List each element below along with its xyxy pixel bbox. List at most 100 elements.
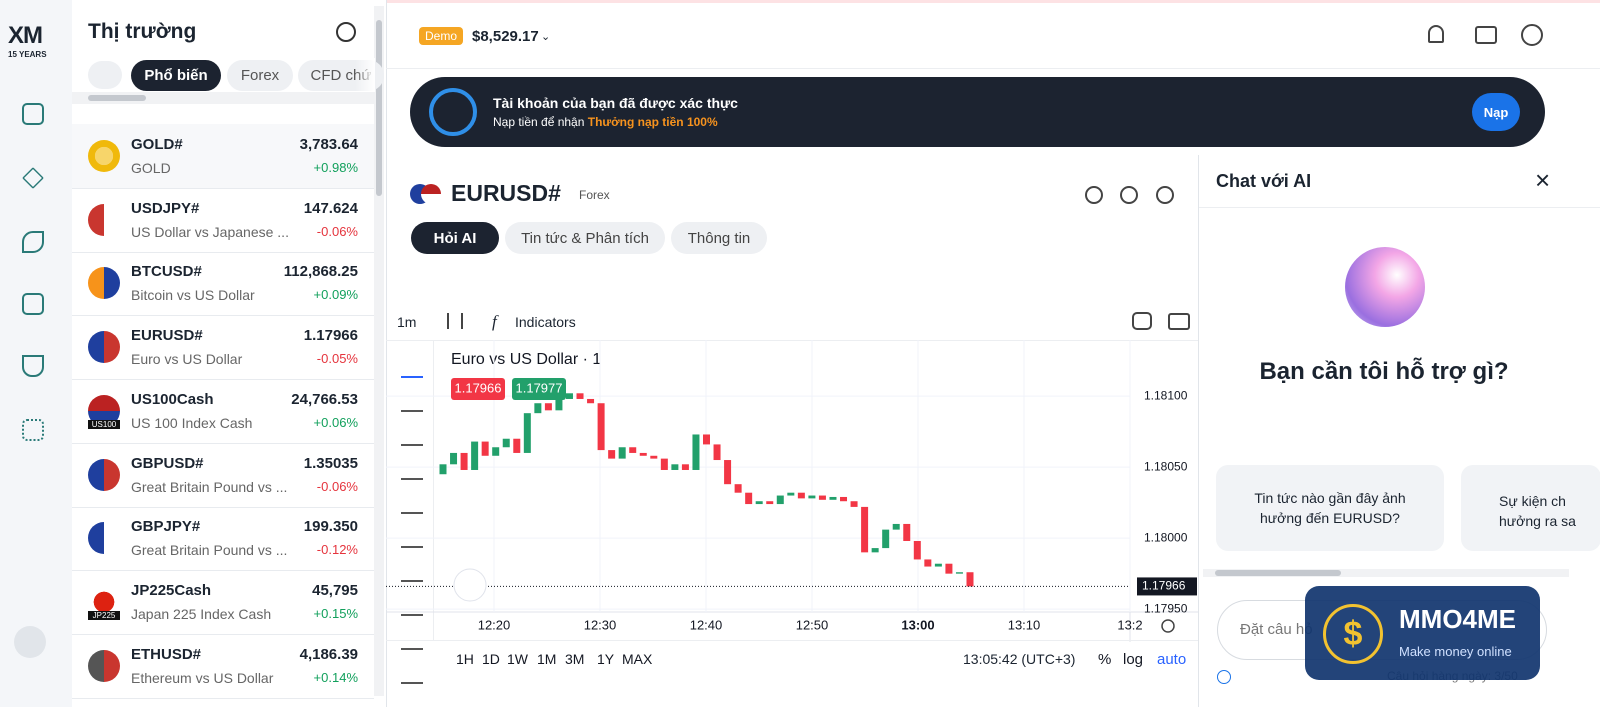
- support-button[interactable]: [14, 626, 46, 658]
- range-button[interactable]: MAX: [622, 651, 653, 667]
- market-row[interactable]: GBPJPY# Great Britain Pound vs ... 199.350…: [72, 506, 374, 572]
- drawing-tool[interactable]: [401, 596, 423, 616]
- wallet-icon[interactable]: [1475, 26, 1497, 44]
- market-row[interactable]: JP225 JP225Cash Japan 225 Index Cash 45,795…: [72, 570, 374, 635]
- candle-body: [534, 403, 542, 414]
- ai-question: Bạn cần tôi hỗ trợ gì?: [1259, 358, 1509, 385]
- candle-body: [523, 413, 531, 453]
- market-row[interactable]: EURUSD# Euro vs US Dollar 1.17966 -0.05%: [72, 315, 374, 381]
- market-row[interactable]: BTCUSD# Bitcoin vs US Dollar 112,868.25 +0.…: [72, 251, 374, 317]
- candle-body: [840, 496, 848, 502]
- drawing-tool[interactable]: [401, 426, 423, 446]
- banner-text: Nạp tiền để nhận Thưởng nạp tiền 100%: [493, 115, 718, 129]
- nav-rail: XM 15 YEARS: [0, 0, 72, 707]
- tab-scrollbar: [72, 92, 374, 104]
- nav-apps[interactable]: [22, 419, 44, 441]
- market-row[interactable]: GBPUSD# Great Britain Pound vs ... 1.35035…: [72, 443, 374, 508]
- watermark-logo: $: [1323, 604, 1383, 664]
- list-scrollbar: [374, 6, 384, 696]
- candle-type-icon[interactable]: [447, 313, 463, 329]
- instrument-tab[interactable]: Tin tức & Phân tích: [505, 222, 665, 254]
- candle-body: [660, 458, 668, 470]
- nav-copy[interactable]: [22, 293, 44, 315]
- help-icon[interactable]: [1217, 670, 1231, 684]
- scale-option[interactable]: log: [1123, 651, 1144, 668]
- range-button[interactable]: 1Y: [597, 651, 615, 667]
- search-icon[interactable]: [336, 22, 356, 42]
- y-tick-label: 1.17950: [1144, 601, 1188, 615]
- range-button[interactable]: 1M: [537, 651, 557, 667]
- indicators-button[interactable]: Indicators: [515, 314, 576, 330]
- x-tick-label: 12:40: [690, 617, 723, 632]
- profile-icon[interactable]: [1521, 24, 1543, 46]
- market-change: -0.06%: [316, 223, 358, 239]
- candle-body: [913, 540, 921, 560]
- range-button[interactable]: 1D: [482, 651, 500, 667]
- drawing-tool[interactable]: [401, 528, 423, 548]
- market-change: +0.14%: [313, 669, 358, 685]
- instrument-tab[interactable]: Thông tin: [671, 222, 767, 254]
- market-row[interactable]: ETHUSD# Ethereum vs US Dollar 4,186.39 +0.1…: [72, 634, 374, 699]
- bell-icon[interactable]: [1428, 25, 1444, 43]
- candle-body: [766, 501, 774, 505]
- ai-close[interactable]: ×: [1535, 165, 1551, 195]
- candle-body: [903, 523, 911, 541]
- list-scroll-thumb: [376, 20, 382, 196]
- info-icon[interactable]: [1085, 186, 1103, 204]
- range-button[interactable]: 1W: [507, 651, 528, 667]
- add-icon[interactable]: [1156, 186, 1174, 204]
- account-balance[interactable]: $8,529.17: [472, 28, 539, 45]
- market-name: Great Britain Pound vs ...: [131, 478, 288, 495]
- drawing-tool[interactable]: [401, 664, 423, 684]
- drawing-tool[interactable]: [401, 494, 423, 514]
- drawing-tool[interactable]: [401, 460, 423, 480]
- nav-explore[interactable]: [22, 231, 44, 253]
- x-tick-label: 12:20: [478, 617, 511, 632]
- market-tab[interactable]: Phổ biến: [131, 60, 221, 91]
- candle-body: [597, 403, 605, 451]
- range-button[interactable]: 1H: [456, 651, 474, 667]
- edit-tabs[interactable]: [88, 61, 122, 89]
- settings-icon[interactable]: [1132, 312, 1152, 330]
- candle-body: [471, 441, 479, 470]
- ai-suggestion[interactable]: Tin tức nào gần đây ảnh hưởng đến EURUSD…: [1216, 465, 1444, 551]
- snapshot-icon[interactable]: [1168, 313, 1190, 330]
- drawing-tool[interactable]: [401, 392, 423, 412]
- candle-body: [966, 572, 974, 587]
- scale-option[interactable]: auto: [1157, 651, 1187, 668]
- nav-trade[interactable]: [22, 167, 44, 189]
- alarm-icon[interactable]: [1120, 186, 1138, 204]
- instrument-tab[interactable]: Hỏi AI: [411, 222, 499, 254]
- ai-divider: [1199, 207, 1600, 208]
- candle-body: [587, 398, 595, 404]
- ai-suggestion[interactable]: Sự kiện ch hưởng ra sa: [1461, 465, 1600, 551]
- x-tick-label: 12:30: [584, 617, 617, 632]
- nav-awards[interactable]: [22, 355, 44, 377]
- range-button[interactable]: 3M: [565, 651, 585, 667]
- market-name: GOLD: [131, 160, 171, 176]
- drawing-tool[interactable]: [401, 358, 423, 378]
- market-row[interactable]: GOLD# GOLD 3,783.64 +0.98%: [72, 124, 374, 189]
- market-tab[interactable]: Forex: [227, 60, 293, 91]
- market-row[interactable]: USDJPY# US Dollar vs Japanese ... 147.624 -…: [72, 188, 374, 253]
- balance-caret[interactable]: ⌄: [541, 31, 551, 43]
- market-name: US 100 Index Cash: [131, 414, 253, 431]
- market-row[interactable]: US100 US100Cash US 100 Index Cash 24,766.53…: [72, 379, 374, 444]
- drawing-divider: [433, 340, 434, 640]
- x-tick-label: 13:00: [901, 617, 934, 632]
- candle-body: [481, 441, 489, 456]
- drawing-tool[interactable]: [401, 630, 423, 650]
- market-badge: JP225: [88, 610, 120, 620]
- watermark-brand: MMO4ME: [1399, 604, 1516, 634]
- candle-body: [565, 393, 573, 399]
- market-price: 1.35035: [303, 454, 358, 472]
- scale-option[interactable]: %: [1098, 651, 1112, 668]
- deposit-button[interactable]: Nạp: [1472, 93, 1520, 131]
- interval-button[interactable]: 1m: [397, 314, 417, 330]
- drawing-tool[interactable]: [401, 562, 423, 582]
- candle-body: [882, 529, 890, 549]
- logo-sub: 15 YEARS: [8, 50, 47, 59]
- last-price-box: [1137, 577, 1197, 596]
- nav-chart[interactable]: [22, 103, 44, 125]
- market-price: 45,795: [312, 581, 358, 599]
